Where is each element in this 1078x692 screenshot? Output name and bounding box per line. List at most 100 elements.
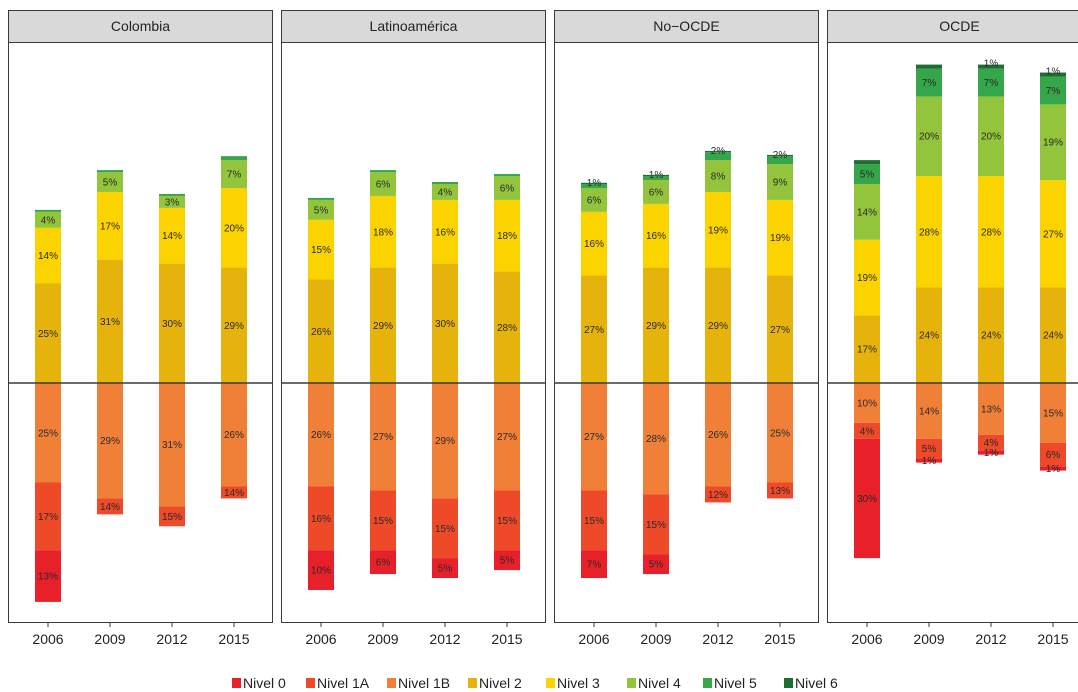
bar-data-label: 7% <box>922 78 937 89</box>
bar-segment <box>705 486 731 503</box>
bar-segment <box>35 383 61 483</box>
bar-data-label: 30% <box>162 319 182 330</box>
bar-segment <box>370 383 396 491</box>
legend-swatch <box>232 678 241 688</box>
bar-segment <box>221 486 247 499</box>
x-tick-label: 2012 <box>975 631 1006 647</box>
bar-segment <box>370 550 396 575</box>
bar-data-label: 16% <box>646 231 666 242</box>
bar-segment <box>432 199 458 264</box>
bar-segment <box>308 383 334 487</box>
x-tick-label: 2012 <box>429 631 460 647</box>
bar-segment <box>1040 287 1066 383</box>
bar-stack: 26% 14% 29% 20% 7% <box>221 156 247 499</box>
bar-data-label: 20% <box>919 132 939 143</box>
bar-data-label: 7% <box>1046 86 1061 97</box>
bar-data-label: 26% <box>224 430 244 441</box>
bar-stack: 13%4%1%24%28%20%7%1% <box>978 59 1004 459</box>
bar-stack: 26% 16% 10% 26% 15% 5% <box>308 197 334 590</box>
bar-segment <box>97 383 123 499</box>
bar-segment <box>221 267 247 383</box>
bar-segment <box>35 227 61 284</box>
bar-segment <box>916 458 942 463</box>
x-tick-label: 2006 <box>851 631 882 647</box>
bar-segment <box>97 498 123 515</box>
bar-stack: 14% 5%1% 24% 28% 20% 7% <box>916 64 942 467</box>
bar-segment <box>308 486 334 551</box>
legend-entry: Nivel 5 <box>703 675 757 691</box>
bar-data-label: 5% <box>314 205 329 216</box>
bar-data-label: 6% <box>500 183 515 194</box>
bar-data-label: 29% <box>100 436 120 447</box>
bar-data-label: 27% <box>373 432 393 443</box>
bar-segment <box>767 482 793 499</box>
bar-segment <box>581 275 607 383</box>
bar-stack: 28%15%5%29%16%6%1% <box>643 170 669 575</box>
bar-segment <box>432 498 458 559</box>
bar-segment <box>97 191 123 260</box>
bar-data-label: 27% <box>584 432 604 443</box>
bar-data-label: 5% <box>922 444 937 455</box>
bar-data-label: 27% <box>770 325 790 336</box>
bar-data-label: 19% <box>708 225 728 236</box>
bar-data-label: 19% <box>857 273 877 284</box>
facet-panel: OCDE10%4%30%17%19%14%5%200614%5%1%24%28%… <box>827 10 1078 647</box>
bar-data-label: 30% <box>857 494 877 505</box>
bar-data-label: 16% <box>435 227 455 238</box>
bar-data-label: 9% <box>773 178 788 189</box>
facet-panel: Latinoamérica 26% 16% 10% 26% 15% 5% 2006 27% 15%… <box>281 10 546 647</box>
bar-segment <box>308 197 334 200</box>
bar-data-label: 17% <box>38 512 58 523</box>
panel-title-strip <box>827 10 1078 43</box>
bar-data-label: 19% <box>1043 138 1063 149</box>
bar-segment <box>35 482 61 551</box>
bar-segment <box>221 160 247 188</box>
bar-stack: 26%12%29%19%8%2% <box>705 146 731 503</box>
bar-stack: 29% 14% 31% 17% 5% <box>97 170 123 515</box>
bar-stack: 27% 15% 6% 29% 18% 6% <box>370 170 396 575</box>
bar-data-label: 13% <box>38 572 58 583</box>
bar-segment <box>916 438 942 459</box>
bar-data-label: 1% <box>922 456 937 467</box>
bar-data-label: 27% <box>497 432 517 443</box>
bar-segment <box>854 164 880 184</box>
bar-data-label: 27% <box>584 325 604 336</box>
bar-segment <box>159 207 185 264</box>
panel-title-strip <box>554 10 819 43</box>
bar-segment <box>581 187 607 212</box>
bar-data-label: 29% <box>646 321 666 332</box>
bar-segment <box>581 490 607 551</box>
bar-segment <box>767 164 793 200</box>
bar-data-label: 14% <box>857 207 877 218</box>
bar-segment <box>308 219 334 280</box>
bar-data-label: 29% <box>708 321 728 332</box>
bar-data-label: 16% <box>311 514 331 525</box>
panel-title: Colombia <box>111 18 170 34</box>
legend-label: Nivel 3 <box>557 675 600 691</box>
bar-data-label: 8% <box>711 172 726 183</box>
bar-segment <box>581 211 607 276</box>
facet-panel: No−OCDE27%15%7%27%16%6%1%200628%15%5%29%… <box>554 10 819 647</box>
bar-segment <box>916 68 942 97</box>
bar-data-label: 5% <box>103 178 118 189</box>
bar-segment <box>494 174 520 177</box>
legend-entry: Nivel 1B <box>387 675 450 691</box>
bar-data-label: 5% <box>500 556 515 567</box>
bar-segment <box>159 193 185 196</box>
bar-data-label: 6% <box>376 558 391 569</box>
bar-segment <box>432 263 458 383</box>
bar-segment <box>1040 76 1066 105</box>
bar-data-label: 7% <box>984 78 999 89</box>
x-tick-label: 2009 <box>367 631 398 647</box>
panel-title-strip <box>281 10 546 43</box>
bar-data-label: 5% <box>438 564 453 575</box>
bar-segment <box>705 267 731 383</box>
bar-data-label: 14% <box>919 406 939 417</box>
bar-data-label: 26% <box>708 430 728 441</box>
bar-data-label: 6% <box>376 180 391 191</box>
bar-segment <box>159 195 185 208</box>
bar-segment <box>705 160 731 192</box>
bar-segment <box>494 490 520 551</box>
x-tick-label: 2006 <box>32 631 63 647</box>
x-tick-label: 2006 <box>305 631 336 647</box>
